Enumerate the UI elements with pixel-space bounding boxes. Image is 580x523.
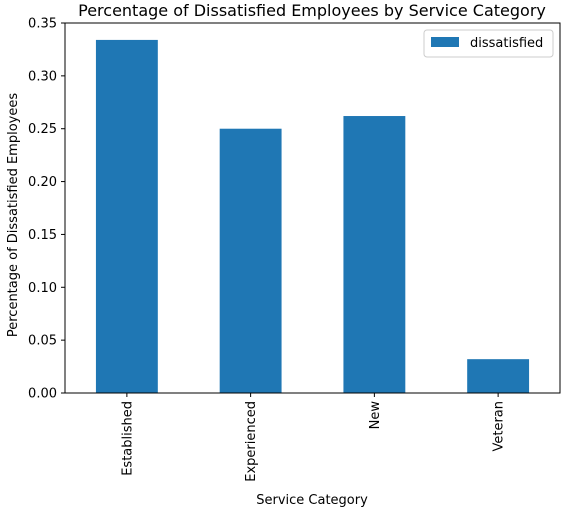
- x-tick-label: Veteran: [492, 401, 507, 452]
- legend-box: [423, 29, 554, 58]
- y-tick-label: 0.10: [28, 281, 57, 296]
- chart-title: Percentage of Dissatisfied Employees by …: [78, 1, 546, 20]
- bar-established: [95, 39, 158, 394]
- x-tick-label: Established: [120, 401, 135, 476]
- x-tick-label: Experienced: [244, 401, 259, 482]
- bar-new: [343, 116, 406, 394]
- y-tick-label: 0.20: [28, 175, 57, 190]
- plot-frame: [64, 22, 561, 394]
- y-tick-label: 0.35: [28, 17, 57, 32]
- y-tick-label: 0.25: [28, 122, 57, 137]
- bars-group: [95, 39, 530, 394]
- x-tick-label: New: [368, 401, 383, 430]
- y-axis-label: Percentage of Dissatisfied Employees: [6, 93, 21, 337]
- bar-veteran: [467, 359, 530, 393]
- legend-swatch-dissatisfied: [431, 37, 459, 47]
- y-tick-label: 0.05: [28, 334, 57, 349]
- y-tick-label: 0.30: [28, 69, 57, 84]
- legend-label-dissatisfied: dissatisfied: [470, 36, 543, 51]
- y-tick-label: 0.00: [28, 387, 57, 402]
- y-axis-ticks: 0.00 0.05 0.10 0.15 0.20 0.25 0.30 0.35: [28, 17, 65, 402]
- bar-experienced: [219, 128, 282, 393]
- legend: dissatisfied: [423, 29, 554, 58]
- x-axis-ticks: Established Experienced New Veteran: [120, 393, 507, 482]
- y-tick-label: 0.15: [28, 228, 57, 243]
- x-axis-label: Service Category: [256, 493, 368, 508]
